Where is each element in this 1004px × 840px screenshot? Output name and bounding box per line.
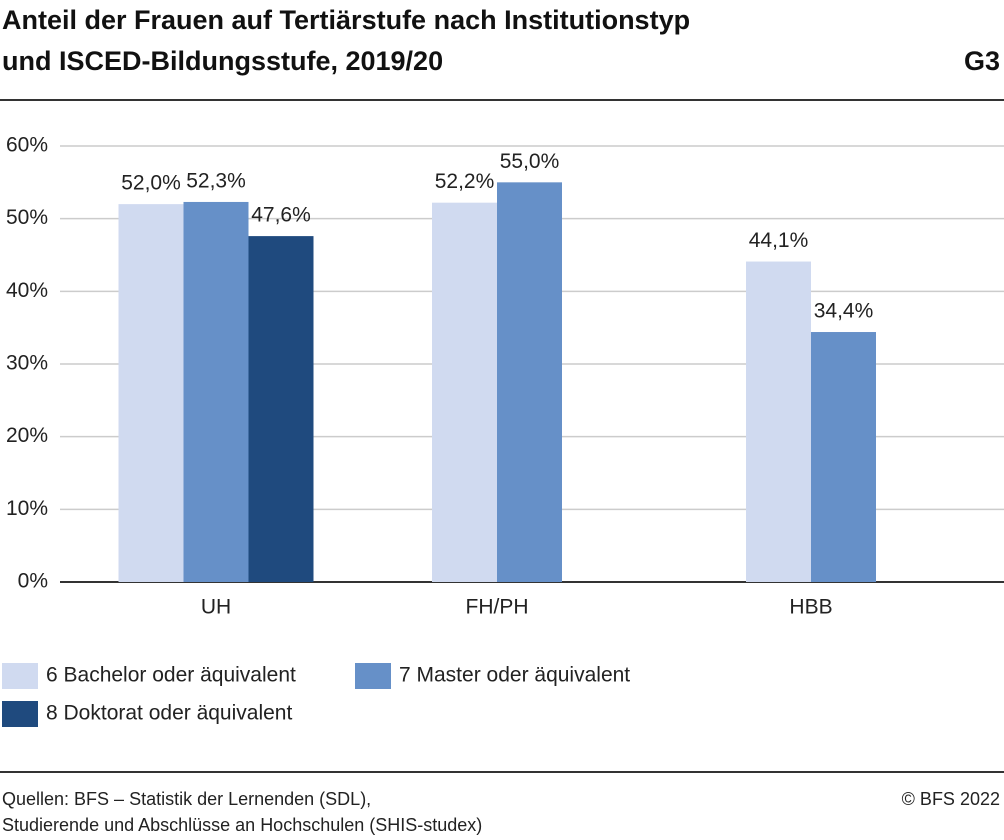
bar [432, 202, 497, 582]
bar [248, 236, 314, 582]
bar [118, 204, 184, 582]
y-tick-label: 50% [6, 206, 48, 229]
bar [497, 182, 562, 583]
x-tick-label: UH [201, 596, 231, 619]
bar [746, 261, 811, 582]
bar [811, 332, 876, 582]
x-tick-label: HBB [789, 596, 832, 619]
legend-swatch [2, 663, 38, 689]
value-label: 55,0% [500, 150, 560, 173]
chart-title: und ISCED-Bildungsstufe, 2019/20 [2, 46, 443, 76]
source: Studierende und Abschlüsse an Hochschule… [2, 815, 482, 835]
chart-title: Anteil der Frauen auf Tertiärstufe nach … [2, 5, 690, 35]
legend-label: 7 Master oder äquivalent [399, 664, 630, 687]
legend-label: 6 Bachelor oder äquivalent [46, 664, 296, 687]
copyright: © BFS 2022 [902, 789, 1000, 809]
y-tick-label: 20% [6, 424, 48, 447]
bar [183, 201, 249, 582]
y-tick-label: 10% [6, 497, 48, 520]
value-label: 52,0% [121, 172, 181, 195]
legend-swatch [355, 663, 391, 689]
value-label: 47,6% [251, 204, 311, 227]
y-tick-label: 30% [6, 352, 48, 375]
source: Quellen: BFS – Statistik der Lernenden (… [2, 789, 371, 809]
x-tick-label: FH/PH [466, 596, 529, 619]
legend-label: 8 Doktorat oder äquivalent [46, 702, 292, 725]
value-label: 34,4% [814, 300, 874, 323]
value-label: 52,2% [435, 170, 495, 193]
legend-swatch [2, 701, 38, 727]
y-tick-label: 0% [18, 570, 48, 593]
chart-id: G3 [964, 46, 1000, 76]
y-tick-label: 40% [6, 279, 48, 302]
value-label: 52,3% [186, 170, 246, 193]
y-tick-label: 60% [6, 134, 48, 157]
value-label: 44,1% [749, 229, 809, 252]
